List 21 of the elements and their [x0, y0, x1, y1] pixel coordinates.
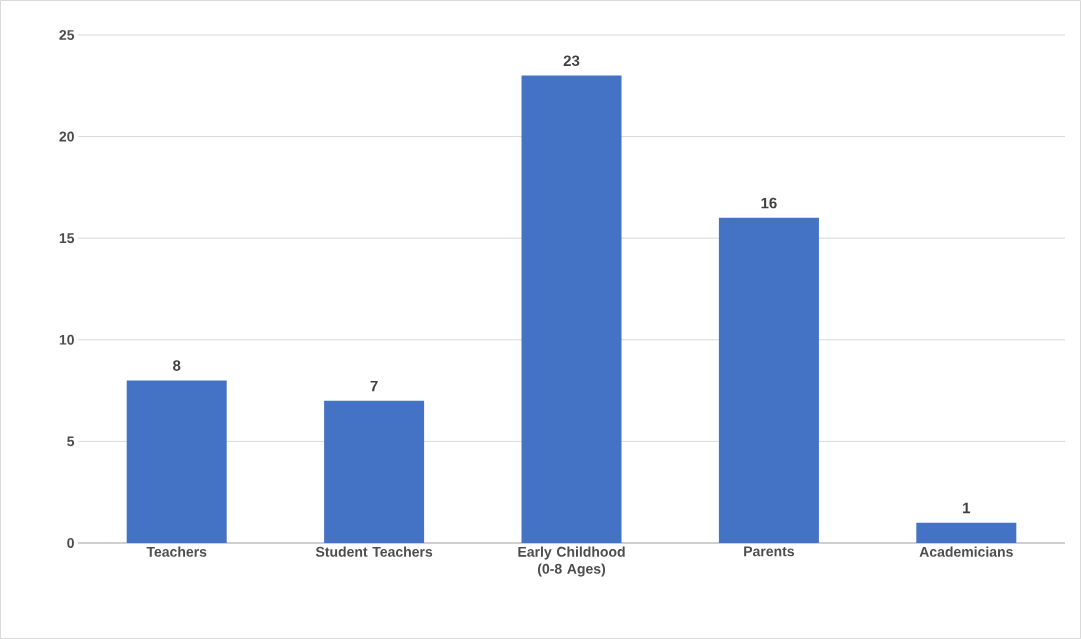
bar [324, 400, 425, 543]
y-tick-label: 0 [67, 538, 74, 548]
y-tick-label: 5 [67, 436, 75, 447]
bar [521, 75, 622, 543]
y-tick-label: 10 [59, 334, 74, 345]
data-label: 8 [173, 360, 181, 371]
data-label: 16 [761, 197, 777, 209]
data-label: 23 [563, 55, 580, 67]
x-tick-label: Student Teachers [315, 546, 433, 557]
data-label: 1 [963, 502, 971, 514]
y-tick-label: 20 [59, 131, 74, 142]
x-tick-label: Early Childhood (0-8 Ages) [518, 546, 625, 577]
bar [126, 380, 227, 543]
y-tick-label: 15 [59, 233, 75, 244]
x-tick-label: Teachers [146, 546, 207, 557]
x-tick-label: Parents [744, 546, 795, 557]
x-tick-label: Academicians [919, 546, 1013, 557]
data-label: 7 [370, 380, 378, 392]
bar [916, 522, 1017, 543]
bar [718, 217, 819, 543]
y-tick-label: 25 [59, 30, 75, 40]
